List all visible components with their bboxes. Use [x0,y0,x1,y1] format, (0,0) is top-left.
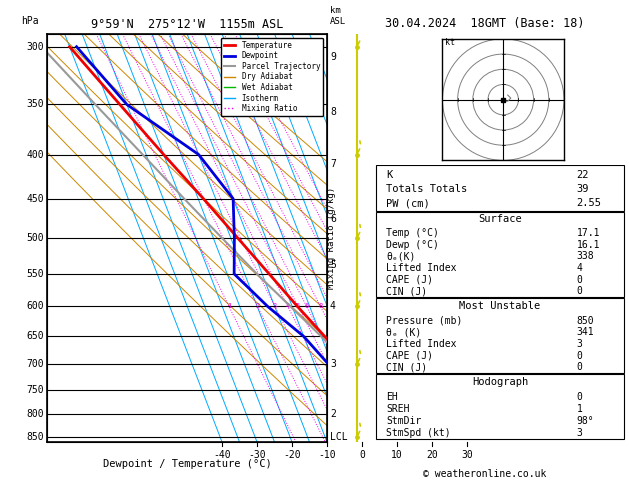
Text: 3: 3 [577,339,582,349]
Text: 1: 1 [577,404,582,414]
Text: Temp (°C): Temp (°C) [386,228,439,238]
Text: LCL: LCL [330,432,347,442]
Text: 6: 6 [304,303,309,310]
Text: 450: 450 [27,194,45,204]
Text: 0: 0 [577,392,582,402]
Text: 22: 22 [577,170,589,179]
Text: StmDir: StmDir [386,417,421,426]
Text: StmSpd (kt): StmSpd (kt) [386,429,451,438]
Text: Totals Totals: Totals Totals [386,184,468,194]
Text: Pressure (mb): Pressure (mb) [386,315,463,326]
Text: 2.55: 2.55 [577,198,602,208]
Text: Hodograph: Hodograph [472,377,528,387]
Text: 0: 0 [359,451,365,460]
Text: 0: 0 [577,286,582,296]
Text: Most Unstable: Most Unstable [459,301,541,311]
Text: 4: 4 [577,263,582,273]
Text: EH: EH [386,392,398,402]
Text: 1: 1 [227,303,231,310]
Text: 4: 4 [286,303,290,310]
Text: 39: 39 [577,184,589,194]
Text: hPa: hPa [21,16,39,26]
Text: Lifted Index: Lifted Index [386,339,457,349]
Text: 30.04.2024  18GMT (Base: 18): 30.04.2024 18GMT (Base: 18) [384,17,584,30]
Text: kt: kt [445,38,455,47]
Text: 0: 0 [577,362,582,372]
Text: 9: 9 [330,52,336,62]
Text: 2: 2 [255,303,260,310]
Bar [376,212,624,297]
Text: 8: 8 [330,107,336,117]
Title: 9°59'N  275°12'W  1155m ASL: 9°59'N 275°12'W 1155m ASL [91,18,283,32]
Text: PW (cm): PW (cm) [386,198,430,208]
Text: 0: 0 [577,350,582,361]
Bar [376,165,624,211]
X-axis label: Dewpoint / Temperature (°C): Dewpoint / Temperature (°C) [103,459,272,469]
Text: CAPE (J): CAPE (J) [386,275,433,284]
Legend: Temperature, Dewpoint, Parcel Trajectory, Dry Adiabat, Wet Adiabat, Isotherm, Mi: Temperature, Dewpoint, Parcel Trajectory… [221,38,323,116]
Text: 8: 8 [318,303,323,310]
Text: 6: 6 [330,214,336,224]
Text: 850: 850 [27,432,45,442]
Text: 338: 338 [577,251,594,261]
Text: 750: 750 [27,385,45,395]
Text: -20: -20 [283,451,301,460]
Text: 5: 5 [296,303,300,310]
Text: 400: 400 [27,150,45,159]
Text: 3: 3 [577,429,582,438]
Text: 7: 7 [330,159,336,169]
Text: CAPE (J): CAPE (J) [386,350,433,361]
Bar [376,298,624,373]
Text: 4: 4 [330,301,336,312]
Text: 500: 500 [27,233,45,243]
Text: 650: 650 [27,331,45,342]
Text: km
ASL: km ASL [330,6,346,26]
Text: 20: 20 [426,451,438,460]
Text: 350: 350 [27,100,45,109]
Text: 850: 850 [577,315,594,326]
Text: 17.1: 17.1 [577,228,600,238]
Text: 98°: 98° [577,417,594,426]
Text: 2: 2 [330,409,336,419]
Text: θₑ (K): θₑ (K) [386,327,421,337]
Text: 550: 550 [27,269,45,279]
Text: 16.1: 16.1 [577,240,600,250]
Text: Dewp (°C): Dewp (°C) [386,240,439,250]
Text: 5: 5 [330,260,336,270]
Text: CIN (J): CIN (J) [386,286,428,296]
Text: Mixing Ratio (g/kg): Mixing Ratio (g/kg) [327,187,336,289]
Text: θₑ(K): θₑ(K) [386,251,416,261]
Text: K: K [386,170,392,179]
Text: -40: -40 [213,451,231,460]
Text: 3: 3 [273,303,277,310]
Text: -10: -10 [318,451,336,460]
Text: 0: 0 [577,275,582,284]
Text: SREH: SREH [386,404,410,414]
Text: 3: 3 [330,359,336,369]
Text: 341: 341 [577,327,594,337]
Text: 800: 800 [27,409,45,419]
Text: © weatheronline.co.uk: © weatheronline.co.uk [423,469,546,479]
Text: Surface: Surface [478,214,522,224]
Text: Lifted Index: Lifted Index [386,263,457,273]
Text: 10: 10 [391,451,403,460]
Text: -30: -30 [248,451,266,460]
Text: CIN (J): CIN (J) [386,362,428,372]
Text: 700: 700 [27,359,45,369]
Text: 600: 600 [27,301,45,312]
Text: 300: 300 [27,42,45,52]
Text: 30: 30 [461,451,473,460]
Bar [376,374,624,439]
